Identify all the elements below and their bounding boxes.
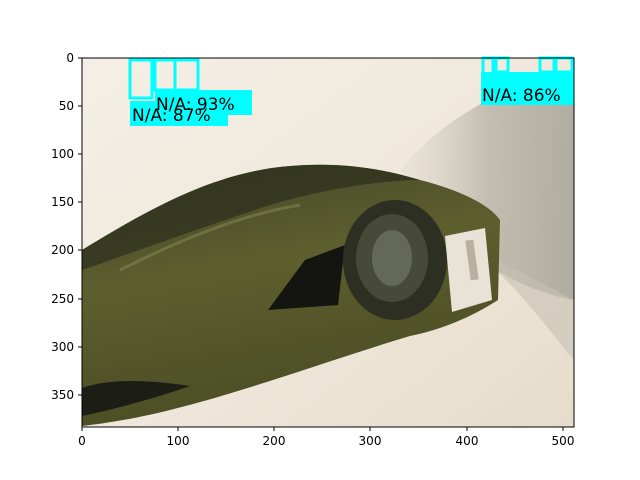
detection-label-2: N/A: 87% [132, 106, 211, 126]
y-tick-label: 100 [51, 147, 74, 161]
x-tick-label: 400 [456, 434, 479, 448]
bottle-label-print [465, 239, 479, 281]
bottle-label [445, 228, 492, 312]
y-tick-label: 350 [51, 388, 74, 402]
bottle-punt [268, 245, 345, 310]
bottle-lower-reflection [82, 381, 190, 416]
detection-label-1: N/A: 93% [156, 95, 235, 115]
x-tick-label: 0 [78, 434, 86, 448]
detection-label-bg-2 [130, 101, 228, 126]
y-tick-label: 50 [59, 99, 74, 113]
y-tick-label: 200 [51, 243, 74, 257]
detection-box-1 [128, 58, 154, 100]
x-tick-label: 200 [263, 434, 286, 448]
y-tick-label: 0 [66, 51, 74, 65]
y-tick-label: 300 [51, 340, 74, 354]
x-tick-label: 300 [359, 434, 382, 448]
photo [82, 58, 574, 427]
detection-label-bg-3 [481, 72, 574, 105]
x-axis [81, 427, 564, 431]
y-tick-label: 250 [51, 292, 74, 306]
bottle-shoulder [82, 164, 420, 270]
x-tick-label: 100 [167, 434, 190, 448]
axes-frame [81, 57, 575, 428]
bottle-base-center [372, 230, 412, 286]
y-tick-label: 150 [51, 195, 74, 209]
bottle-highlight [119, 203, 301, 272]
x-tick-label: 500 [552, 434, 575, 448]
bottle-shadow [400, 70, 574, 300]
detection-label-3: N/A: 86% [482, 86, 561, 106]
y-axis [78, 57, 82, 396]
bottle-shadow-lower [440, 230, 574, 360]
